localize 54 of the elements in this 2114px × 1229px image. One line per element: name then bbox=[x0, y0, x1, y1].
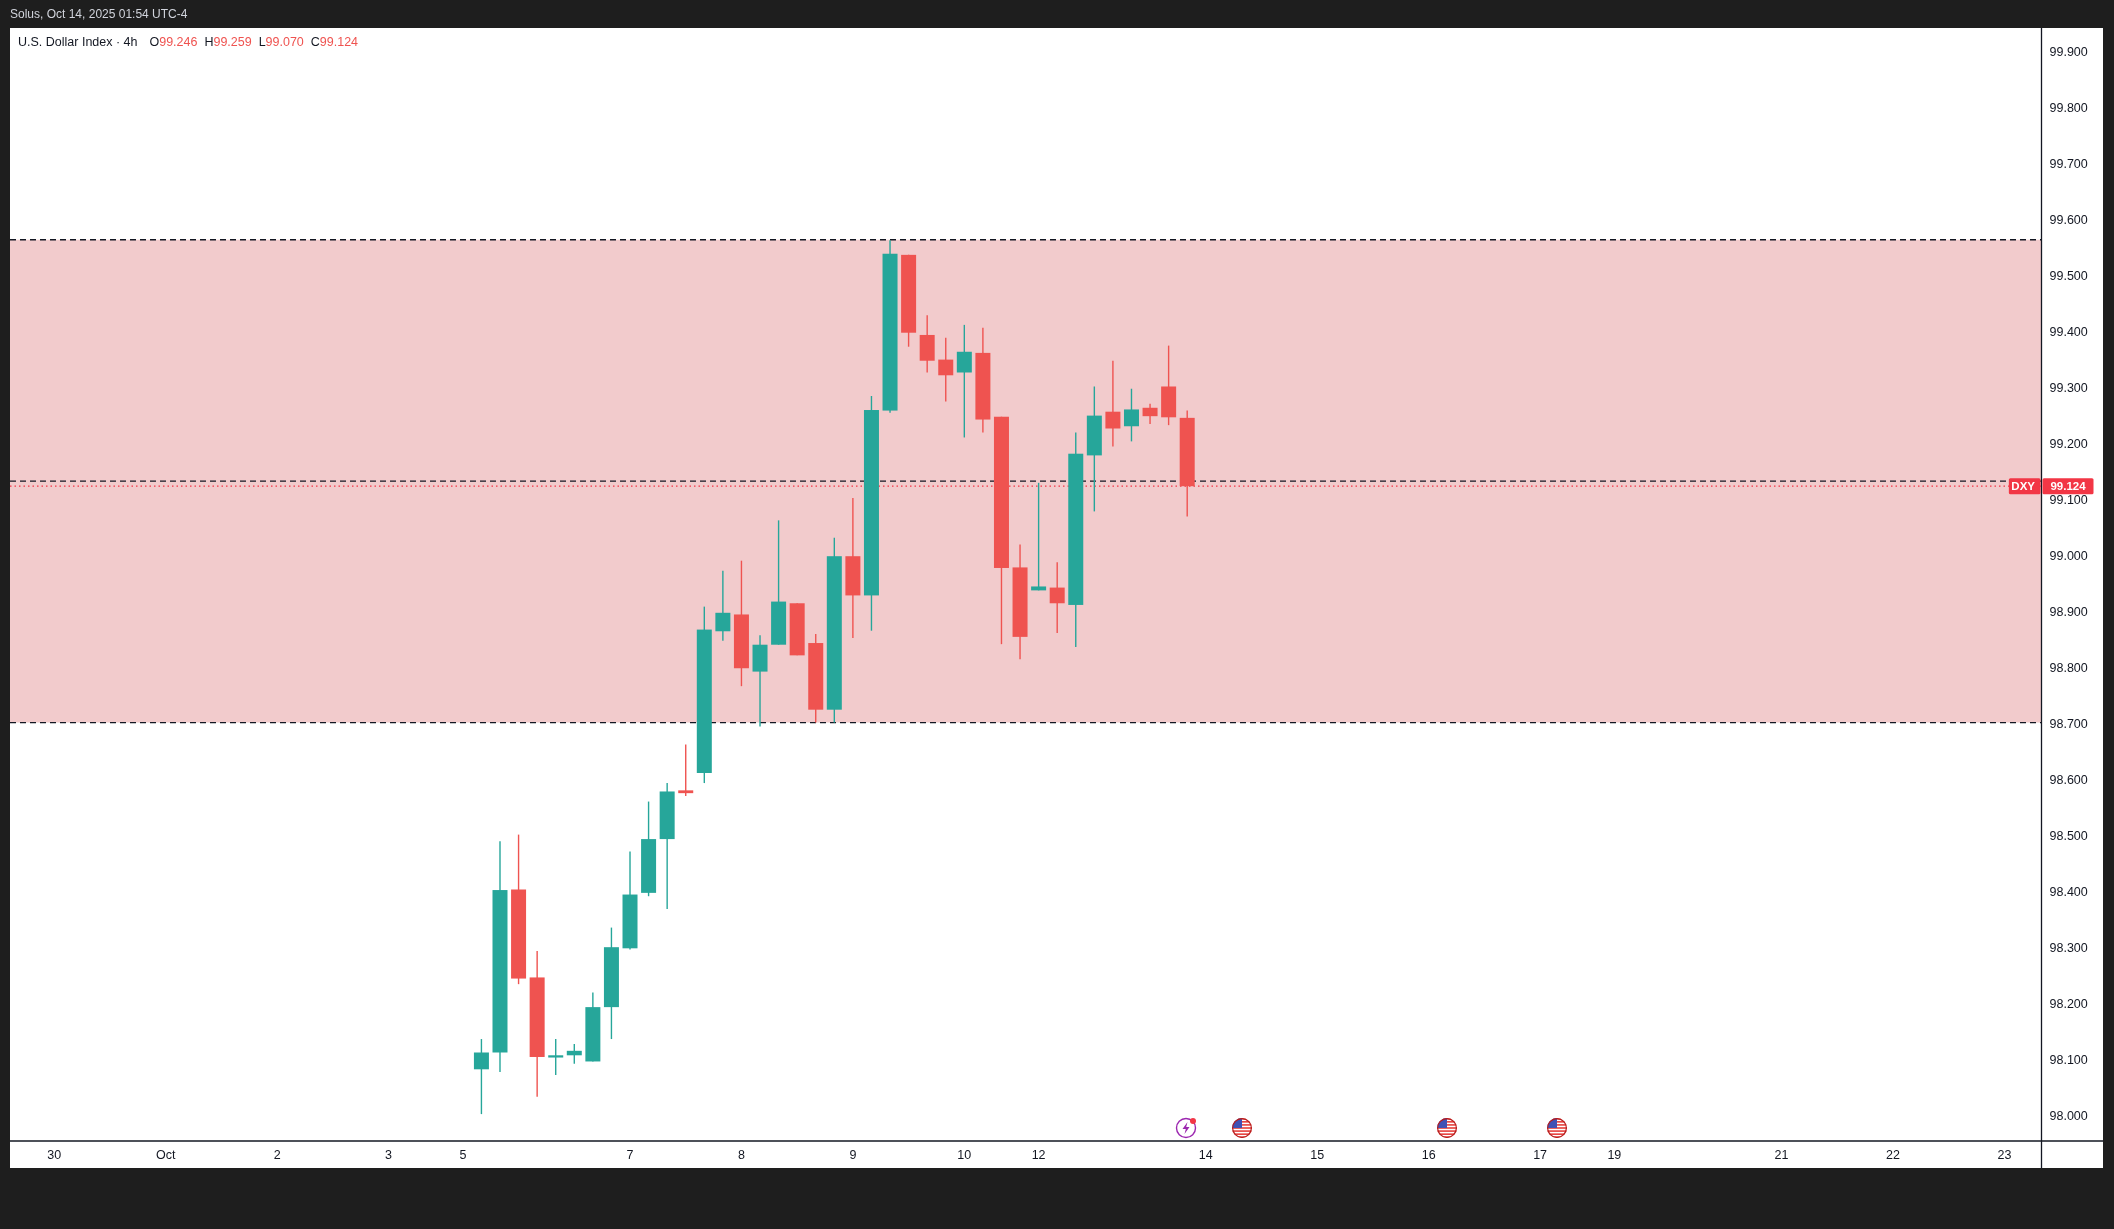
y-tick-label: 98.100 bbox=[2049, 1052, 2088, 1067]
y-tick-label: 99.900 bbox=[2049, 44, 2088, 59]
y-tick-label: 99.700 bbox=[2049, 156, 2088, 171]
y-tick-label: 99.000 bbox=[2049, 548, 2088, 563]
candlestick bbox=[473, 1038, 489, 1115]
candlestick bbox=[1123, 388, 1139, 443]
x-tick-label: 3 bbox=[385, 1148, 393, 1162]
candlestick bbox=[548, 1038, 564, 1076]
text: O99.246 H99.259 L99.070 C99.124 bbox=[149, 35, 359, 49]
x-tick-label: 9 bbox=[849, 1148, 857, 1162]
y-tick-label: 99.100 bbox=[2049, 492, 2088, 507]
x-tick-label: 15 bbox=[1310, 1148, 1325, 1162]
y-tick-label: 98.900 bbox=[2049, 604, 2088, 619]
candlestick bbox=[1105, 360, 1121, 448]
y-tick-label: 98.800 bbox=[2049, 660, 2088, 675]
x-tick-label: 22 bbox=[1886, 1148, 1900, 1162]
x-tick-label: 14 bbox=[1198, 1148, 1213, 1162]
x-tick-label: 21 bbox=[1774, 1148, 1789, 1162]
y-tick-label: 99.200 bbox=[2049, 436, 2088, 451]
text: Solus, Oct 14, 2025 01:54 UTC-4 bbox=[10, 7, 188, 21]
x-tick-label: 8 bbox=[737, 1148, 745, 1162]
y-tick-label: 99.500 bbox=[2049, 268, 2088, 283]
x-tick-label: 23 bbox=[1997, 1148, 2012, 1162]
y-tick-label: 98.700 bbox=[2049, 716, 2088, 731]
candlestick bbox=[938, 337, 954, 403]
candlestick bbox=[1049, 561, 1065, 634]
y-tick-label: 99.800 bbox=[2049, 100, 2088, 115]
x-tick-label: 5 bbox=[459, 1148, 467, 1162]
candlestick bbox=[715, 570, 731, 642]
candlestick bbox=[956, 324, 972, 439]
x-tick-label: 7 bbox=[626, 1148, 634, 1162]
x-tick-label: 10 bbox=[957, 1148, 972, 1162]
y-tick-label: 99.400 bbox=[2049, 324, 2088, 339]
y-tick-label: 98.000 bbox=[2049, 1108, 2088, 1123]
candlestick bbox=[1031, 482, 1047, 592]
x-tick-label: 19 bbox=[1607, 1148, 1622, 1162]
y-tick-label: 98.400 bbox=[2049, 884, 2088, 899]
y-tick-label: 98.200 bbox=[2049, 996, 2088, 1011]
text: DXY 99.124 bbox=[2011, 480, 2086, 493]
y-tick-label: 98.600 bbox=[2049, 772, 2088, 787]
candlestick bbox=[1142, 403, 1158, 425]
x-tick-label: 12 bbox=[1031, 1148, 1046, 1162]
candlestick bbox=[678, 743, 694, 797]
candlestick bbox=[566, 1043, 582, 1065]
x-tick-label: 2 bbox=[273, 1148, 281, 1162]
y-tick-label: 99.600 bbox=[2049, 212, 2088, 227]
x-tick-label: 30 bbox=[47, 1148, 62, 1162]
x-tick-label: 17 bbox=[1533, 1148, 1548, 1162]
y-tick-label: 98.500 bbox=[2049, 828, 2088, 843]
y-tick-label: 98.300 bbox=[2049, 940, 2088, 955]
x-tick-label: 16 bbox=[1421, 1148, 1436, 1162]
y-tick-label: 99.300 bbox=[2049, 380, 2088, 395]
text: U.S. Dollar Index · 4h bbox=[18, 35, 138, 49]
x-tick-label: Oct bbox=[155, 1148, 176, 1162]
